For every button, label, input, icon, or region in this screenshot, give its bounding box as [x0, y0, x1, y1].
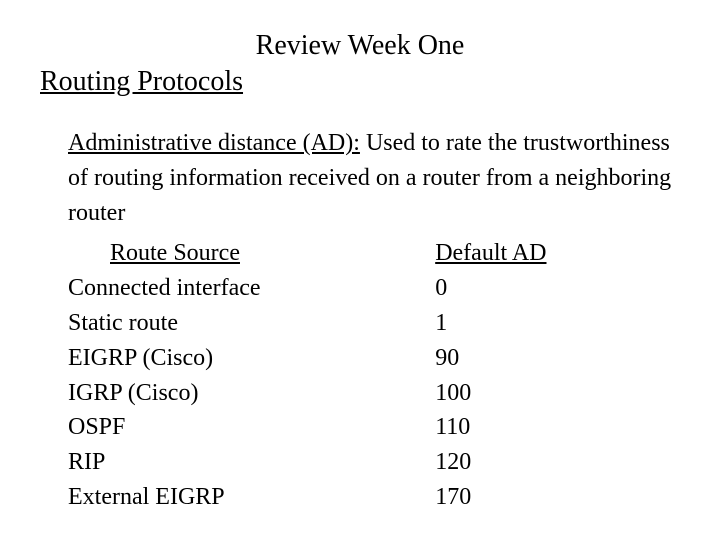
slide-title: Review Week One	[40, 30, 680, 62]
table-row: EIGRP (Cisco) 90	[68, 341, 680, 376]
cell-route-source: OSPF	[68, 410, 435, 445]
cell-default-ad: 0	[435, 271, 680, 306]
slide-subtitle: Routing Protocols	[40, 66, 680, 98]
table-header-row: Route Source Default AD	[68, 236, 680, 271]
cell-default-ad: 90	[435, 341, 680, 376]
slide: Review Week One Routing Protocols Admini…	[0, 0, 720, 540]
table-row: IGRP (Cisco) 100	[68, 376, 680, 411]
cell-default-ad: 100	[435, 376, 680, 411]
cell-route-source: External EIGRP	[68, 480, 435, 515]
slide-body: Administrative distance (AD): Used to ra…	[68, 126, 680, 515]
cell-route-source: IGRP (Cisco)	[68, 376, 435, 411]
table-row: External EIGRP 170	[68, 480, 680, 515]
ad-table: Route Source Default AD Connected interf…	[68, 236, 680, 514]
cell-route-source: Connected interface	[68, 271, 435, 306]
cell-default-ad: 1	[435, 306, 680, 341]
header-default-ad: Default AD	[435, 236, 680, 271]
cell-default-ad: 110	[435, 410, 680, 445]
cell-route-source: Static route	[68, 306, 435, 341]
table-row: RIP 120	[68, 445, 680, 480]
table-row: OSPF 110	[68, 410, 680, 445]
cell-default-ad: 170	[435, 480, 680, 515]
definition-paragraph: Administrative distance (AD): Used to ra…	[68, 126, 680, 230]
cell-route-source: EIGRP (Cisco)	[68, 341, 435, 376]
definition-term: Administrative distance (AD):	[68, 130, 360, 156]
cell-default-ad: 120	[435, 445, 680, 480]
table-row: Static route 1	[68, 306, 680, 341]
table-row: Connected interface 0	[68, 271, 680, 306]
header-route-source: Route Source	[68, 236, 435, 271]
cell-route-source: RIP	[68, 445, 435, 480]
